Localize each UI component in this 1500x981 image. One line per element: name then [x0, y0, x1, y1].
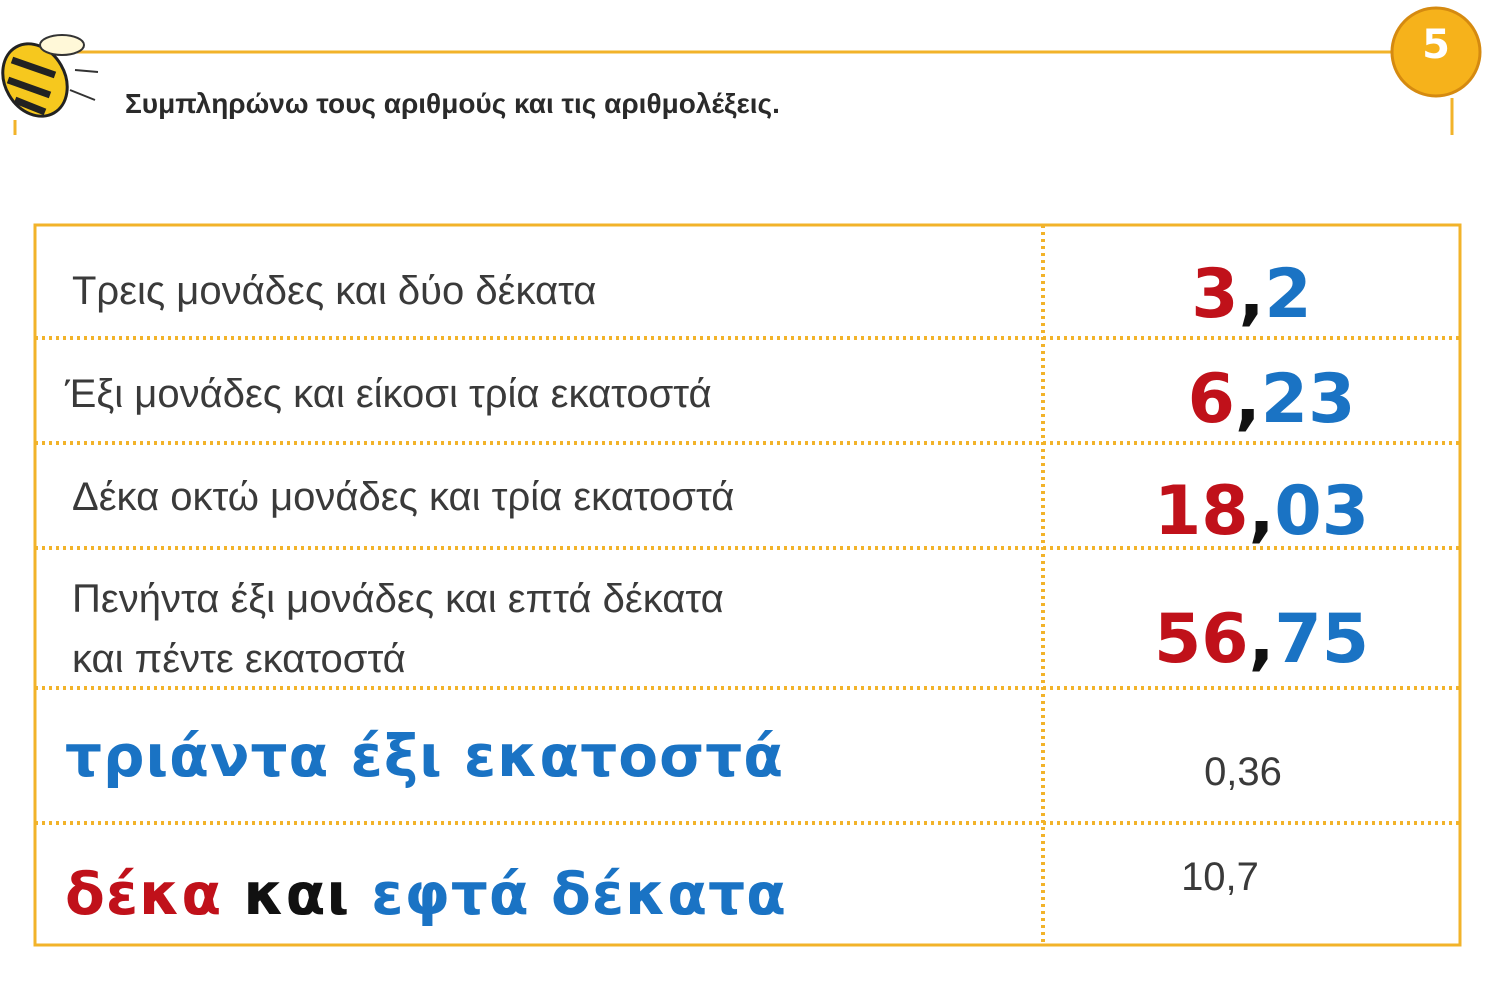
row-words: Πενήντα έξι μονάδες και επτά δέκατα [72, 577, 724, 621]
word-part: και [243, 860, 351, 928]
decimals: 75 [1274, 600, 1370, 679]
instruction: Συμπληρώνω τους αριθμούς και τις αριθμολ… [125, 88, 780, 119]
row-words: Δέκα οκτώ μονάδες και τρία εκατοστά [72, 475, 735, 519]
row-words: Έξι μονάδες και είκοσι τρία εκατοστά [65, 372, 712, 416]
units: 56 [1153, 600, 1249, 679]
units: 3 [1191, 255, 1239, 334]
badge: 5 [1422, 22, 1450, 68]
decimals: 2 [1264, 255, 1312, 334]
comma: , [1248, 472, 1275, 551]
decimals: 03 [1274, 472, 1370, 551]
bee-icon [1, 34, 99, 118]
answer: 3,2 [1043, 255, 1460, 334]
comma: , [1238, 255, 1265, 334]
answer: 56,75 [1053, 600, 1470, 679]
decimals: 23 [1260, 360, 1356, 439]
answer: 18,03 [1053, 472, 1470, 551]
word-part: δέκα [65, 860, 223, 928]
row-words: τριάντα έξι εκατοστά [65, 722, 785, 790]
row-words: και πέντε εκατοστά [72, 637, 406, 681]
answer: 6,23 [1063, 360, 1480, 439]
units: 18 [1153, 472, 1249, 551]
comma: , [1234, 360, 1261, 439]
number: 0,36 [1204, 750, 1282, 794]
row-words: Τρεις μονάδες και δύο δέκατα [72, 269, 597, 313]
number: 10,7 [1181, 855, 1259, 899]
units: 6 [1187, 360, 1235, 439]
word-part: εφτά δέκατα [371, 860, 788, 928]
comma: , [1248, 600, 1275, 679]
row-words: δέκα και εφτά δέκατα [65, 860, 787, 928]
